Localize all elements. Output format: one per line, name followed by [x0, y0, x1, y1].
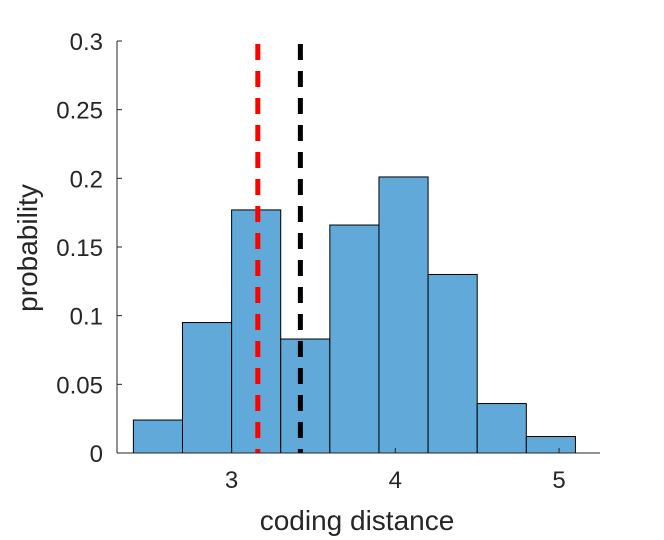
histogram-bar: [280, 338, 331, 454]
y-tick-label: 0.1: [70, 304, 103, 331]
y-tick-label: 0.05: [56, 372, 103, 399]
histogram-bar: [132, 419, 183, 454]
histogram-bar: [329, 224, 380, 454]
histogram-bar: [231, 209, 282, 454]
y-tick-label: 0: [90, 441, 103, 468]
ticks-group: 0 0.05 0.1 0.15 0.2 0.25 0.3 3 4 5: [56, 29, 565, 494]
x-axis-label: coding distance: [260, 505, 455, 536]
x-tick-label: 4: [389, 467, 402, 494]
reference-lines-group: [255, 44, 303, 453]
y-tick-label: 0.25: [56, 98, 103, 125]
y-axis-label: probability: [12, 184, 43, 312]
bars-group: [132, 176, 576, 454]
histogram-bar: [476, 403, 527, 454]
y-tick-label: 0.2: [70, 166, 103, 193]
histogram-bar: [427, 273, 478, 454]
y-tick-label: 0.3: [70, 29, 103, 56]
y-tick-label: 0.15: [56, 235, 103, 262]
x-tick-label: 3: [225, 467, 238, 494]
histogram-bar: [525, 436, 576, 454]
histogram-bar: [378, 176, 429, 454]
x-tick-label: 5: [552, 467, 565, 494]
histogram-bar: [181, 322, 233, 454]
